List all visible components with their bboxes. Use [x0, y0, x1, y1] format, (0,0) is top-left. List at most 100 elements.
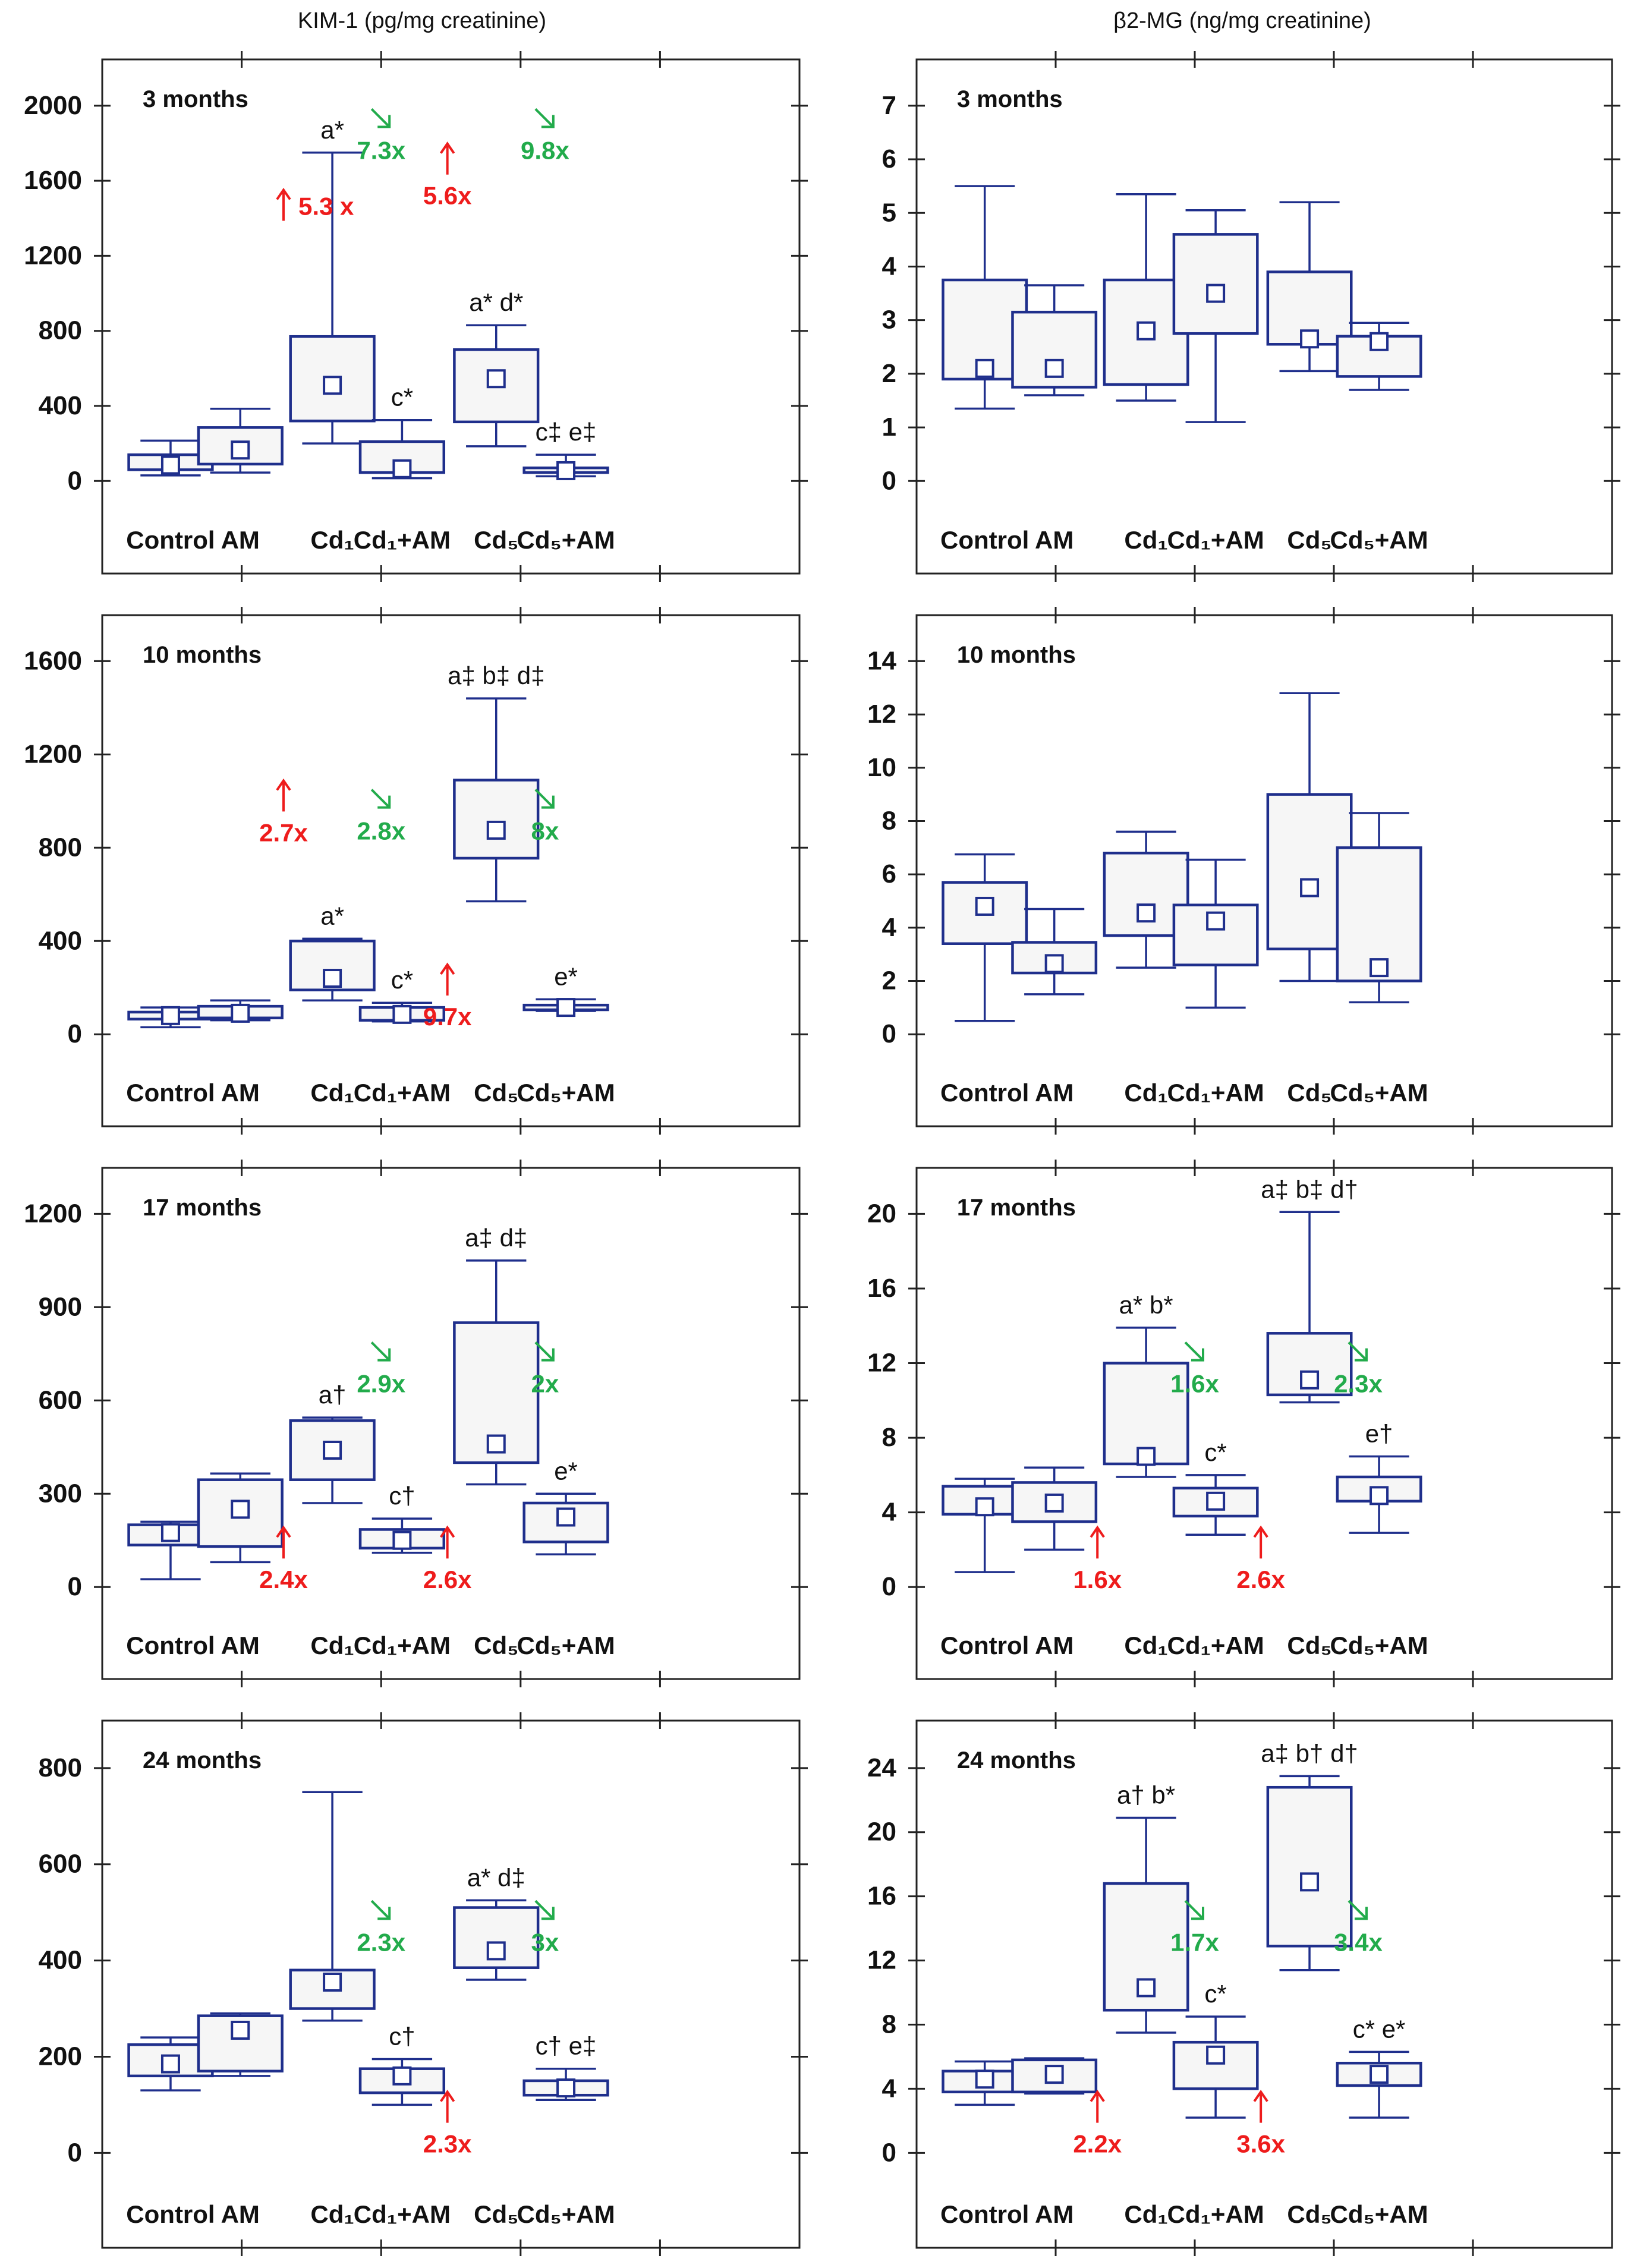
- category-label: Control: [940, 526, 1029, 554]
- down-arrow-head: [1191, 1907, 1204, 1920]
- box-1: Control: [126, 1520, 215, 1659]
- box-6: e* Cd₅+AM: [517, 962, 615, 1107]
- panel-frame: [101, 58, 801, 575]
- median-marker: [1300, 878, 1320, 897]
- median-marker: [486, 820, 506, 840]
- significance-label: a‡ b† d†: [1261, 1739, 1358, 1767]
- significance-label: c*: [1204, 1980, 1226, 2008]
- median-marker: [392, 1530, 412, 1550]
- significance-label: a†: [319, 1381, 347, 1409]
- median-marker: [1044, 1493, 1064, 1513]
- iqr-box: [453, 779, 540, 860]
- median-marker: [556, 998, 576, 1018]
- panel-frame: [101, 1719, 801, 2249]
- fold-increase-label: 2.6x: [423, 1565, 472, 1593]
- box-2: AM: [197, 1472, 284, 1659]
- category-label: Cd₅+AM: [1330, 2200, 1428, 2228]
- panel-title: 10 months: [957, 642, 1076, 668]
- category-label: Control: [126, 526, 215, 554]
- box-4: c* Cd₁+AM: [354, 383, 451, 554]
- category-label: AM: [1035, 526, 1074, 554]
- box-6: c† e‡ Cd₅+AM: [517, 2032, 615, 2228]
- box-5: a* d* Cd₅: [453, 288, 540, 554]
- box-5: a‡ d‡ Cd₅: [453, 1224, 540, 1659]
- category-label: Cd₁+AM: [1167, 2200, 1264, 2228]
- panel-5: 0 300 600 900 1200 17 months Control AM a† Cd₁ c† C…: [24, 1160, 808, 1687]
- category-label: AM: [1035, 1631, 1074, 1659]
- category-label: Cd₅: [474, 526, 518, 554]
- box-5: a‡ b† d† Cd₅: [1261, 1739, 1358, 2228]
- median-marker: [975, 896, 994, 916]
- down-arrow-icon: [534, 1900, 553, 1919]
- box-4: c* Cd₁+AM: [354, 966, 451, 1107]
- median-marker: [231, 1500, 250, 1519]
- fold-increase: 2.7x: [259, 778, 308, 846]
- median-marker: [486, 369, 506, 389]
- y-tick-label: 400: [39, 926, 82, 955]
- y-tick-label: 4: [882, 2074, 897, 2103]
- median-marker: [486, 1434, 506, 1454]
- median-marker: [1137, 903, 1156, 923]
- fold-increase: 5.6x: [423, 141, 472, 210]
- fold-decrease-label: 2.8x: [357, 817, 405, 845]
- category-label: Control: [940, 1631, 1029, 1659]
- y-tick-label: 1200: [24, 1199, 82, 1228]
- significance-label: c*: [391, 966, 413, 994]
- median-marker: [231, 1003, 250, 1023]
- category-label: Cd₅: [474, 1631, 518, 1659]
- right-column-title: β2-MG (ng/mg creatinine): [1113, 8, 1371, 33]
- category-label: Cd₁: [1124, 1079, 1167, 1107]
- category-label: Cd₅+AM: [517, 1631, 615, 1659]
- y-tick-label: 8: [882, 2010, 896, 2039]
- category-label: Cd₅+AM: [517, 2200, 615, 2228]
- category-label: Cd₅+AM: [1330, 1631, 1428, 1659]
- y-tick-label: 14: [867, 646, 896, 675]
- y-tick-label: 3: [882, 305, 896, 335]
- y-tick-label: 600: [39, 1385, 82, 1415]
- box-1: Control: [126, 1006, 215, 1107]
- category-label: Cd₅+AM: [1330, 526, 1428, 554]
- y-tick-label: 20: [867, 1199, 896, 1228]
- category-label: Control: [126, 2200, 215, 2228]
- panel-title: 24 months: [143, 1747, 262, 1774]
- median-marker: [1206, 284, 1226, 303]
- panel-title: 10 months: [143, 642, 262, 668]
- box-2: AM: [197, 2012, 284, 2228]
- median-marker: [231, 2020, 250, 2040]
- box-4: c* Cd₁+AM: [1167, 1980, 1264, 2228]
- down-arrow-icon: [534, 789, 553, 808]
- down-arrow-head: [1191, 1348, 1204, 1362]
- median-marker: [1044, 954, 1064, 974]
- box-6: Cd₅+AM: [1330, 812, 1428, 1107]
- y-tick-label: 900: [39, 1292, 82, 1321]
- median-marker: [1300, 329, 1320, 349]
- panel-6: 0 4 8 12 16 20 17 months Control AM a* b* Cd₁ c* Cd₁…: [867, 1160, 1620, 1687]
- box-5: Cd₅: [1266, 201, 1353, 554]
- fold-increase-label: 2.3x: [423, 2130, 472, 2158]
- significance-label: c* e*: [1353, 2015, 1406, 2043]
- box-4: c* Cd₁+AM: [1167, 1438, 1264, 1659]
- box-4: c† Cd₁+AM: [354, 2023, 451, 2228]
- y-tick-label: 20: [867, 1817, 896, 1847]
- box-2: AM: [197, 999, 284, 1107]
- up-arrow-head: [1253, 2090, 1268, 2102]
- down-arrow-head: [1354, 1907, 1368, 1920]
- y-tick-label: 8: [882, 806, 896, 835]
- box-6: Cd₅+AM: [1330, 322, 1428, 554]
- y-tick-label: 800: [39, 316, 82, 345]
- up-arrow-head: [276, 188, 291, 200]
- fold-increase-label: 2.6x: [1236, 1565, 1285, 1593]
- fold-decrease: 8x: [531, 789, 559, 845]
- significance-label: a‡ b‡ d‡: [448, 662, 545, 689]
- down-arrow-icon: [534, 1341, 553, 1360]
- panel-frame: [101, 1167, 801, 1680]
- fold-decrease-label: 8x: [531, 817, 559, 845]
- category-label: Cd₅+AM: [517, 1079, 615, 1107]
- panel-frame: [915, 1167, 1613, 1680]
- median-marker: [231, 440, 250, 460]
- y-tick-label: 7: [882, 91, 896, 120]
- y-tick-label: 10: [867, 753, 896, 782]
- up-arrow-head: [439, 2090, 455, 2102]
- y-tick-label: 12: [867, 1349, 896, 1378]
